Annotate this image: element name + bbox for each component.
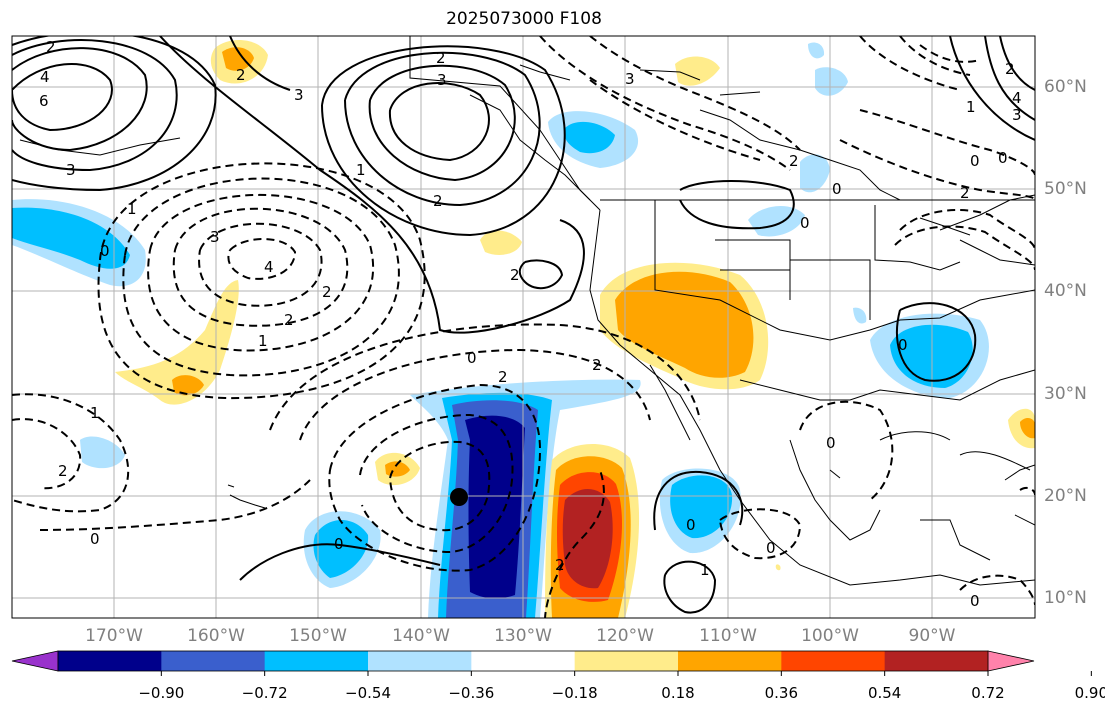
colorbar-tick-label: −0.72	[241, 684, 288, 702]
contour-label: 0	[100, 242, 110, 260]
lon-label: 120°W	[596, 626, 654, 646]
contour-label: 3	[66, 161, 76, 179]
colorbar-tick-label: −0.18	[551, 684, 598, 702]
lat-label: 30°N	[1044, 384, 1087, 404]
colorbar-tick-label: −0.90	[138, 684, 185, 702]
colorbar-tick-label: 0.72	[971, 684, 1005, 702]
contour-label: 1	[258, 332, 268, 350]
lon-label: 170°W	[85, 626, 143, 646]
contour-label: 1	[127, 200, 137, 218]
colorbar	[11, 650, 1092, 676]
contour-label: 0	[970, 152, 980, 170]
contour-label: 3	[1012, 106, 1022, 124]
contour-label: 3	[294, 86, 304, 104]
contour-label: 0	[686, 516, 696, 534]
contour-label: 1	[966, 98, 976, 116]
colorbar-extend-high	[987, 650, 1035, 672]
contour-labels: 2 4 6 3 2 3 2 1 3 3 2 1 0 0 3 4 2 2 1 1 …	[39, 38, 1022, 610]
contour-label: 2	[960, 184, 970, 202]
contour-label: 0	[970, 592, 980, 610]
colorbar-segment	[574, 651, 679, 671]
lon-label: 100°W	[801, 626, 859, 646]
colorbar-segment	[58, 651, 162, 671]
map-frame	[11, 35, 1036, 619]
contour-label: 4	[1012, 89, 1022, 107]
contour-label: 2	[433, 192, 443, 210]
colorbar-tick-label: 0.36	[764, 684, 799, 702]
contour-label: 1	[700, 561, 710, 579]
colorbar-tick-label: −0.36	[448, 684, 495, 702]
contour-label: 2	[436, 49, 446, 67]
lon-label: 110°W	[699, 626, 757, 646]
lat-label: 40°N	[1044, 281, 1087, 301]
contour-label: 0	[800, 214, 810, 232]
lon-label: 130°W	[494, 626, 552, 646]
contour-label: 2	[1005, 60, 1015, 78]
contour-label: 2	[592, 356, 602, 374]
contour-label: 2	[322, 283, 332, 301]
colorbar-segment	[161, 651, 266, 671]
colorbar-segment	[264, 651, 369, 671]
contour-label: 3	[437, 71, 447, 89]
map-area: 2 4 6 3 2 3 2 1 3 3 2 1 0 0 3 4 2 2 1 1 …	[12, 36, 1035, 618]
contour-label: 0	[766, 539, 776, 557]
colorbar-tick-label: 0.18	[661, 684, 695, 702]
lat-label: 60°N	[1044, 77, 1087, 97]
lat-label: 50°N	[1044, 179, 1087, 199]
colorbar-segment	[781, 651, 886, 671]
contour-label: 0	[998, 149, 1008, 167]
storm-center-marker	[450, 488, 468, 506]
map-title: 2025073000 F108	[446, 9, 602, 29]
contour-label: 6	[39, 92, 49, 110]
colorbar-segment	[471, 651, 576, 671]
colorbar-segment	[884, 651, 989, 671]
contour-label: 2	[236, 66, 246, 84]
lat-label: 10°N	[1044, 588, 1087, 608]
contour-label: 1	[356, 161, 366, 179]
contour-label: 4	[40, 68, 50, 86]
contour-label: 0	[334, 535, 344, 553]
coastlines	[19, 36, 1035, 586]
contour-label: 2	[284, 311, 294, 329]
colorbar-segment	[368, 651, 472, 671]
contour-label: 0	[90, 530, 100, 548]
contour-label: 2	[555, 556, 565, 574]
contour-label: 3	[210, 228, 220, 246]
lon-label: 140°W	[392, 626, 450, 646]
lat-label: 20°N	[1044, 486, 1087, 506]
colorbar-tick-label: 0.54	[867, 684, 902, 702]
contour-label: 2	[498, 368, 508, 386]
contour-label: 3	[625, 70, 635, 88]
contours-dashed	[12, 36, 1035, 618]
contour-label: 0	[467, 349, 477, 367]
colorbar-segment	[678, 651, 782, 671]
contours-solid	[12, 36, 1035, 614]
contour-label: 1	[90, 404, 100, 422]
contour-label: 0	[898, 336, 908, 354]
contour-label: 0	[826, 434, 836, 452]
contour-label: 2	[789, 152, 799, 170]
contour-label: 2	[58, 462, 68, 480]
contour-label: 2	[510, 266, 520, 284]
contour-label: 2	[46, 38, 56, 56]
colorbar-tick-label: 0.90	[1074, 684, 1105, 702]
colorbar-tick-label: −0.54	[345, 684, 391, 702]
contour-label: 4	[264, 258, 274, 276]
lon-label: 150°W	[289, 626, 347, 646]
lon-label: 160°W	[187, 626, 245, 646]
colorbar-extend-low	[11, 650, 59, 672]
contour-label: 0	[832, 180, 842, 198]
lon-label: 90°W	[908, 626, 956, 646]
